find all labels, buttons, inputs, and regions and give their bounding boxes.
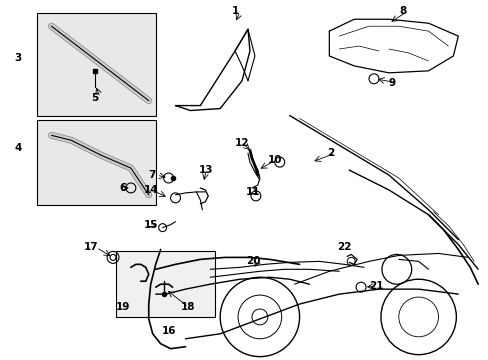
Text: 17: 17 [84, 243, 98, 252]
Text: 18: 18 [180, 302, 195, 312]
Text: 22: 22 [336, 243, 351, 252]
Text: 3: 3 [15, 53, 21, 63]
Text: 19: 19 [116, 302, 130, 312]
Text: 10: 10 [267, 155, 282, 165]
Text: 4: 4 [14, 143, 21, 153]
Text: 14: 14 [143, 185, 158, 195]
Text: 5: 5 [91, 93, 99, 103]
Bar [37, 121, 155, 205]
Text: 9: 9 [388, 78, 395, 88]
Text: 16: 16 [161, 326, 176, 336]
Text: 7: 7 [148, 170, 156, 180]
Text: 6: 6 [119, 183, 126, 193]
Text: 8: 8 [398, 6, 406, 16]
Text: 13: 13 [198, 165, 212, 175]
Text: 20: 20 [245, 256, 260, 266]
Bar [37, 13, 155, 116]
Text: 1: 1 [231, 6, 238, 16]
Text: 21: 21 [368, 281, 383, 291]
Text: 11: 11 [245, 187, 260, 197]
Text: 15: 15 [143, 220, 158, 230]
Text: 12: 12 [235, 138, 249, 148]
Bar [116, 251, 215, 317]
Text: 2: 2 [326, 148, 334, 158]
